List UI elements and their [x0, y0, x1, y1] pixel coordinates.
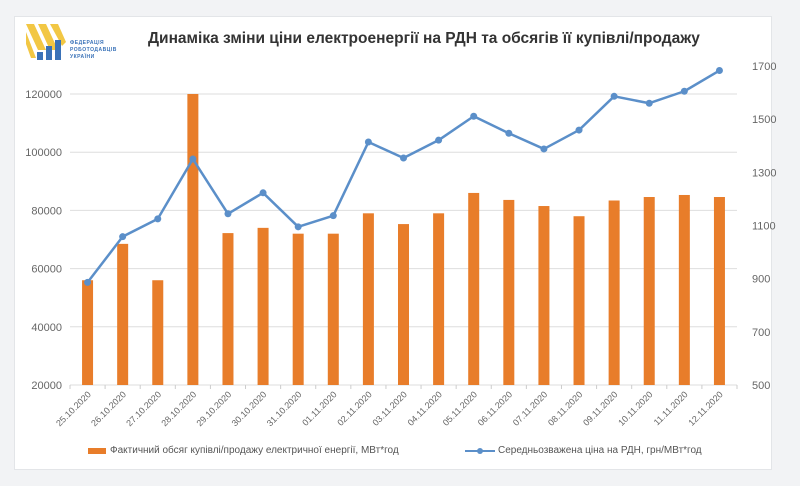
x-axis-label: 06.11.2020 [476, 389, 514, 427]
price-point [540, 145, 548, 153]
legend-bar-swatch [88, 447, 106, 454]
x-axis-label: 09.11.2020 [581, 389, 619, 427]
right-axis-tick: 1700 [752, 61, 776, 73]
legend-label: Середньозважена ціна на РДН, грн/МВт*год [498, 445, 702, 456]
bar-volume [327, 233, 339, 385]
price-point [470, 112, 478, 120]
price-point [259, 189, 267, 197]
logo-text: ФЕДЕРАЦІЯ РОБОТОДАВЦІВ УКРАЇНИ [70, 40, 117, 61]
price-point [364, 138, 372, 146]
price-point [400, 154, 407, 162]
price-point [680, 87, 688, 95]
x-axis-label: 07.11.2020 [511, 389, 549, 427]
bar-volume [222, 233, 234, 385]
bar-volume [433, 213, 445, 385]
logo-line: РОБОТОДАВЦІВ [70, 47, 117, 53]
x-axis-label: 26.10.2020 [89, 389, 128, 428]
bar-volume [468, 192, 480, 385]
x-axis-label: 12.11.2020 [686, 389, 724, 427]
bar-volume [713, 197, 725, 385]
right-axis-tick: 500 [752, 380, 770, 392]
x-axis-label: 05.11.2020 [441, 389, 479, 427]
price-point [294, 223, 302, 231]
x-axis-label: 03.11.2020 [370, 389, 408, 427]
x-axis-label: 29.10.2020 [194, 389, 233, 428]
left-axis-tick: 60000 [31, 264, 62, 276]
bar-volume [678, 194, 690, 385]
x-axis-label: 11.11.2020 [652, 389, 690, 427]
left-axis-tick: 120000 [25, 89, 62, 101]
price-point [119, 233, 127, 241]
right-axis-tick: 1500 [752, 114, 776, 126]
logo-line: ФЕДЕРАЦІЯ [70, 40, 105, 46]
price-point [154, 215, 162, 223]
left-axis-tick: 20000 [31, 380, 62, 392]
bar-volume [292, 233, 304, 385]
price-point [329, 212, 337, 220]
bar-volume [503, 199, 515, 385]
price-point [224, 210, 232, 218]
right-axis-tick: 900 [752, 274, 770, 286]
price-point [575, 126, 583, 134]
x-axis-label: 08.11.2020 [546, 389, 584, 427]
x-axis-label: 02.11.2020 [335, 389, 373, 427]
bar-volume [643, 197, 655, 385]
bar-volume [398, 224, 409, 385]
bar-volume [573, 216, 585, 385]
bar-volume [117, 243, 129, 385]
bar-volume [538, 206, 550, 385]
x-axis-label: 10.11.2020 [616, 389, 654, 427]
x-axis-label: 31.10.2020 [265, 389, 304, 428]
price-point [435, 136, 443, 144]
price-point [610, 92, 618, 100]
legend-item-price: Середньозважена ціна на РДН, грн/МВт*год [465, 445, 702, 456]
price-point [84, 278, 92, 286]
logo-line: УКРАЇНИ [70, 54, 95, 60]
left-axis-tick: 40000 [31, 322, 62, 334]
x-axis-label: 25.10.2020 [54, 389, 93, 428]
price-point [189, 155, 197, 163]
left-axis-tick: 80000 [31, 205, 62, 217]
legend-item-volume: Фактичний обсяг купівлі/продажу електрич… [88, 445, 399, 456]
price-point [715, 67, 723, 75]
right-axis-tick: 700 [752, 327, 770, 339]
chart-title: Динаміка зміни ціни електроенергії на РД… [148, 30, 700, 47]
right-axis-tick: 1300 [752, 167, 776, 179]
right-axis-tick: 1100 [752, 221, 776, 233]
x-axis-label: 01.11.2020 [300, 389, 338, 427]
bar-volume [362, 213, 374, 385]
legend-line-swatch [465, 447, 495, 454]
bar-volume [82, 280, 94, 385]
left-axis-tick: 100000 [25, 147, 62, 159]
price-point [505, 129, 513, 137]
bar-volume [152, 280, 164, 385]
bar-volume [187, 94, 199, 385]
x-axis-label: 27.10.2020 [124, 389, 163, 428]
legend-label: Фактичний обсяг купівлі/продажу електрич… [110, 445, 399, 456]
x-axis-label: 04.11.2020 [406, 389, 444, 427]
price-point [645, 99, 653, 107]
x-axis-label: 28.10.2020 [159, 389, 198, 428]
bar-volume [608, 200, 620, 385]
bar-volume [257, 227, 269, 385]
logo [26, 24, 68, 69]
x-axis-label: 30.10.2020 [230, 389, 269, 428]
